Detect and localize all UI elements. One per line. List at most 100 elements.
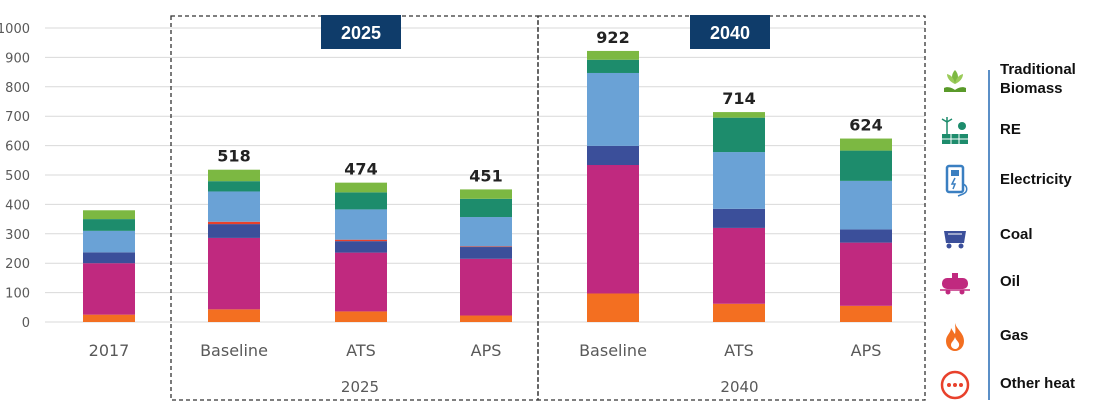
bar-segment-re (587, 59, 639, 73)
banner-2025 (321, 15, 401, 49)
bar-segment-gas (208, 309, 260, 322)
total-label: 624 (849, 116, 882, 135)
electricity-icon (945, 164, 968, 197)
legend-label: Traditional Biomass (1000, 61, 1076, 97)
bar-segment-gas (713, 303, 765, 322)
y-tick-label: 400 (5, 198, 30, 213)
bar-segment-traditional-biomass (208, 169, 260, 182)
legend-item-oil: Oil (930, 260, 1097, 300)
x-group-label: 2025 (341, 378, 379, 396)
banner-2040 (690, 15, 770, 49)
total-label: 474 (344, 160, 377, 179)
x-category-label: ATS (346, 341, 376, 360)
coal-icon (944, 231, 966, 249)
bar-segment-oil (335, 252, 387, 312)
bar-segment-re (460, 198, 512, 218)
bar-segment-gas (335, 311, 387, 322)
x-category-label: APS (471, 341, 502, 360)
banner-label: 2040 (710, 23, 750, 43)
legend-divider (988, 70, 990, 400)
y-tick-label: 1000 (0, 22, 30, 37)
x-category-label: Baseline (200, 341, 268, 360)
legend-label: Oil (1000, 273, 1021, 290)
bar-segment-re (840, 150, 892, 181)
x-axis: 2017 Baseline ATS APS Baseline ATS APS 2025 2040 (89, 341, 882, 396)
year-banners: 2025 2040 (321, 15, 770, 49)
legend: Traditional Biomass RE Electricity (930, 60, 1097, 405)
legend-label: RE (1000, 121, 1021, 138)
y-tick-label: 700 (5, 110, 30, 125)
banner-label: 2025 (341, 23, 381, 43)
bar-segment-traditional-biomass (587, 50, 639, 60)
group-boxes (170, 15, 926, 401)
y-tick-label: 800 (5, 81, 30, 96)
bar-segment-electricity (587, 72, 639, 146)
bar-segment-oil (208, 237, 260, 310)
bar-segment-coal (208, 224, 260, 238)
bar-segment-re (713, 117, 765, 153)
y-tick-label: 200 (5, 257, 30, 272)
bar-segment-traditional-biomass (335, 182, 387, 193)
bar-segment-gas (840, 305, 892, 322)
legend-item-coal: Coal (930, 215, 1097, 255)
bar-segment-electricity (335, 209, 387, 240)
legend-item-other-heat: Other heat (930, 364, 1097, 404)
bar-segment-electricity (840, 180, 892, 230)
bar-segment-gas (460, 315, 512, 322)
stacked-bar-chart: 0 100 200 300 400 500 600 700 800 900 1000 518 474 4… (0, 15, 926, 401)
oil-tanker-icon (940, 273, 970, 295)
y-tick-label: 0 (22, 316, 30, 331)
bar-segment-re (208, 181, 260, 192)
bar-segment-coal (83, 252, 135, 264)
bar-segment-coal (840, 229, 892, 243)
x-category-label: Baseline (579, 341, 647, 360)
bar-segment-traditional-biomass (840, 138, 892, 151)
flame-icon (946, 323, 964, 351)
y-axis: 0 100 200 300 400 500 600 700 800 900 1000 (0, 22, 30, 331)
bar-segment-electricity (460, 217, 512, 247)
legend-item-traditional-biomass: Traditional Biomass (930, 60, 1097, 100)
y-tick-label: 500 (5, 169, 30, 184)
bar-segment-oil (460, 258, 512, 316)
legend-item-gas: Gas (930, 316, 1097, 356)
bar-segment-coal (335, 241, 387, 253)
legend-label: Electricity (1000, 171, 1072, 188)
y-tick-label: 600 (5, 140, 30, 155)
legend-item-electricity: Electricity (930, 160, 1097, 200)
y-tick-label: 100 (5, 287, 30, 302)
bar-segment-re (335, 192, 387, 210)
legend-label: Other heat (1000, 375, 1076, 392)
bar-segment-traditional-biomass (713, 112, 765, 118)
x-category-label: ATS (724, 341, 754, 360)
bar-segment-traditional-biomass (460, 189, 512, 199)
bar-segment-coal (587, 145, 639, 166)
bar-segment-coal (713, 208, 765, 228)
legend-label: Gas (1000, 327, 1029, 344)
x-group-label: 2040 (720, 378, 758, 396)
bar-segment-coal (460, 247, 512, 259)
total-label: 518 (217, 147, 250, 166)
y-tick-label: 900 (5, 51, 30, 66)
bar-segment-gas (83, 314, 135, 322)
bar-segment-gas (587, 293, 639, 322)
bar-segment-electricity (83, 230, 135, 253)
bar-segment-other-heat (208, 221, 260, 225)
bar-segment-traditional-biomass (83, 210, 135, 220)
total-label: 714 (722, 89, 755, 108)
bar-segment-oil (83, 263, 135, 315)
other-heat-icon (940, 370, 970, 400)
bar-segment-re (83, 219, 135, 231)
bars (83, 50, 892, 322)
renewable-energy-icon (941, 117, 968, 144)
total-labels: 518 474 451 922 714 624 (217, 28, 882, 185)
bar-segment-other-heat (335, 239, 387, 242)
total-label: 922 (596, 28, 629, 47)
bar-segment-oil (713, 227, 765, 304)
bar-segment-other-heat (460, 246, 512, 248)
x-category-label: APS (851, 341, 882, 360)
legend-label: Coal (1000, 226, 1033, 243)
y-tick-label: 300 (5, 228, 30, 243)
bar-segment-electricity (208, 191, 260, 222)
legend-item-re: RE (930, 112, 1097, 152)
biomass-icon (944, 70, 966, 92)
